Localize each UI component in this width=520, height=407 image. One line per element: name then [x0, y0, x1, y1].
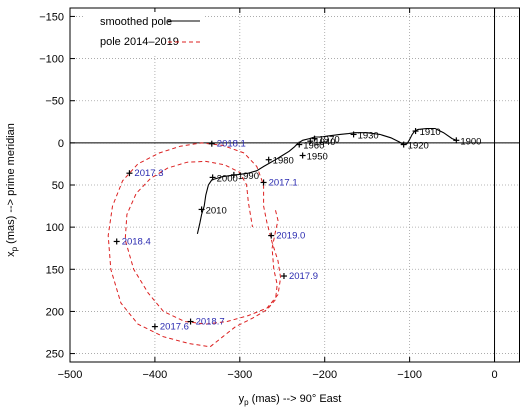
- epoch-label-2017.9: 2017.9: [289, 271, 318, 282]
- epoch-label-2010: 2010: [206, 205, 227, 216]
- x-axis-title-sub: p: [244, 398, 249, 407]
- epoch-label-1930: 1930: [358, 130, 379, 141]
- epoch-label-2017.6: 2017.6: [160, 322, 189, 333]
- x-axis-title: yp (mas) --> 90° East: [239, 393, 342, 407]
- x-tick-label: −400: [143, 369, 168, 381]
- epoch-label-2018.7: 2018.7: [196, 317, 225, 328]
- epoch-label-2000: 2000: [217, 173, 238, 184]
- legend: smoothed pole pole 2014–2019: [84, 12, 204, 54]
- legend-label-pole-2014-2019: pole 2014–2019: [100, 36, 179, 48]
- epoch-label-2018.4: 2018.4: [122, 236, 151, 247]
- x-axis-title-rest: (mas) --> 90° East: [249, 393, 342, 405]
- epoch-label-1910: 1910: [420, 127, 441, 138]
- epoch-label-2019.0: 2019.0: [276, 231, 305, 242]
- series-line-pole-2014-2019: [107, 142, 282, 348]
- epoch-label-1900: 1900: [460, 136, 481, 147]
- epoch-label-2017.3: 2017.3: [134, 168, 163, 179]
- series-line-smoothed-pole: [196, 127, 457, 235]
- y-axis-ticks: −150 −100 −50 0 50 100 150 200 250: [39, 11, 75, 361]
- series-smoothed-pole: [196, 127, 457, 235]
- x-axis-title-base: y: [239, 393, 245, 405]
- epoch-label-1920: 1920: [408, 141, 429, 152]
- y-axis-title: xp (mas) --> prime meridian: [5, 123, 19, 257]
- y-tick-label: 0: [58, 138, 64, 150]
- grid-lines: [69, 8, 520, 362]
- y-tick-label: −150: [39, 11, 64, 23]
- legend-box: [84, 12, 204, 54]
- reference-lines: [70, 8, 520, 362]
- legend-label-smoothed-pole: smoothed pole: [100, 16, 172, 28]
- x-tick-label: −200: [312, 369, 337, 381]
- epoch-label-1940: 1940: [314, 137, 335, 148]
- y-tick-label: 50: [52, 180, 64, 192]
- y-tick-label: 100: [46, 222, 64, 234]
- y-tick-label: 200: [46, 306, 64, 318]
- y-tick-label: −100: [39, 54, 64, 66]
- epoch-label-2018.1: 2018.1: [217, 139, 246, 150]
- x-tick-label: 0: [491, 369, 497, 381]
- y-axis-title-base: x: [5, 251, 17, 257]
- y-tick-label: −50: [45, 96, 64, 108]
- epoch-label-1950: 1950: [307, 152, 328, 163]
- x-tick-label: −300: [227, 369, 252, 381]
- y-tick-label: 250: [46, 349, 64, 361]
- epoch-label-1960: 1960: [303, 141, 324, 152]
- y-tick-label: 150: [46, 264, 64, 276]
- y-axis-title-sub: p: [10, 246, 19, 251]
- epoch-label-1970: 1970: [319, 135, 340, 146]
- x-tick-label: −500: [58, 369, 83, 381]
- x-tick-label: −100: [397, 369, 422, 381]
- epoch-label-1990: 1990: [238, 171, 259, 182]
- epoch-label-1980: 1980: [273, 156, 294, 167]
- series-pole-2014-2019: [107, 142, 282, 348]
- x-axis-ticks: −500 −400 −300 −200 −100 0: [58, 8, 498, 381]
- epoch-label-2017.1: 2017.1: [269, 177, 298, 188]
- y-axis-title-rest: (mas) --> prime meridian: [5, 123, 17, 247]
